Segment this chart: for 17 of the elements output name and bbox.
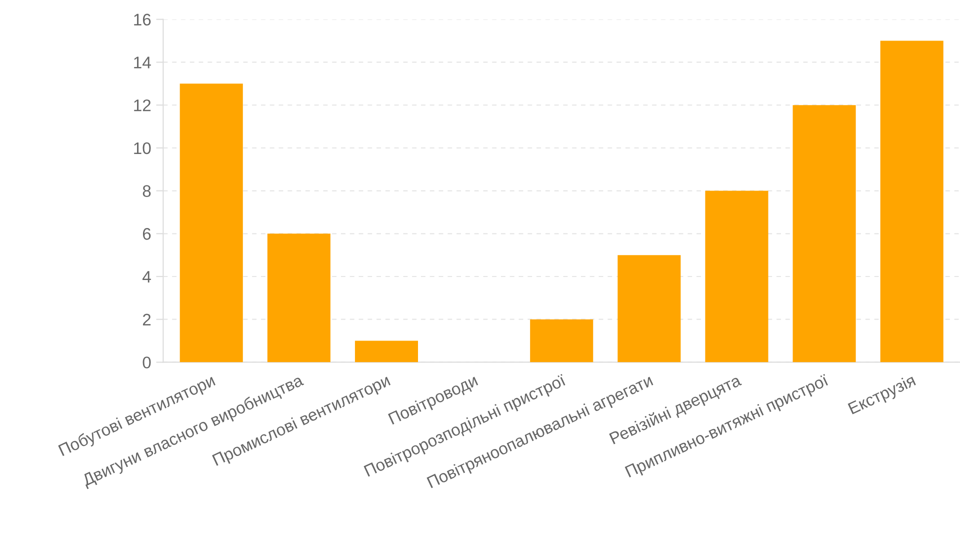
- y-tick-label: 10: [134, 142, 151, 154]
- y-tick-label: 4: [142, 271, 151, 283]
- y-tick-label: 8: [142, 185, 151, 197]
- bar: [880, 40, 944, 362]
- y-tick-label: 12: [134, 99, 151, 112]
- bar: [705, 190, 768, 362]
- bar: [267, 234, 330, 362]
- y-tick-label: 16: [134, 14, 151, 26]
- bar: [792, 105, 856, 362]
- bar: [354, 340, 418, 362]
- y-tick-label: 14: [134, 56, 151, 68]
- y-tick-label: 2: [142, 314, 151, 326]
- bar: [180, 84, 243, 362]
- y-tick-label: 6: [142, 228, 151, 240]
- y-tick-label: 0: [142, 356, 151, 368]
- bar: [618, 255, 681, 362]
- bar: [530, 319, 594, 362]
